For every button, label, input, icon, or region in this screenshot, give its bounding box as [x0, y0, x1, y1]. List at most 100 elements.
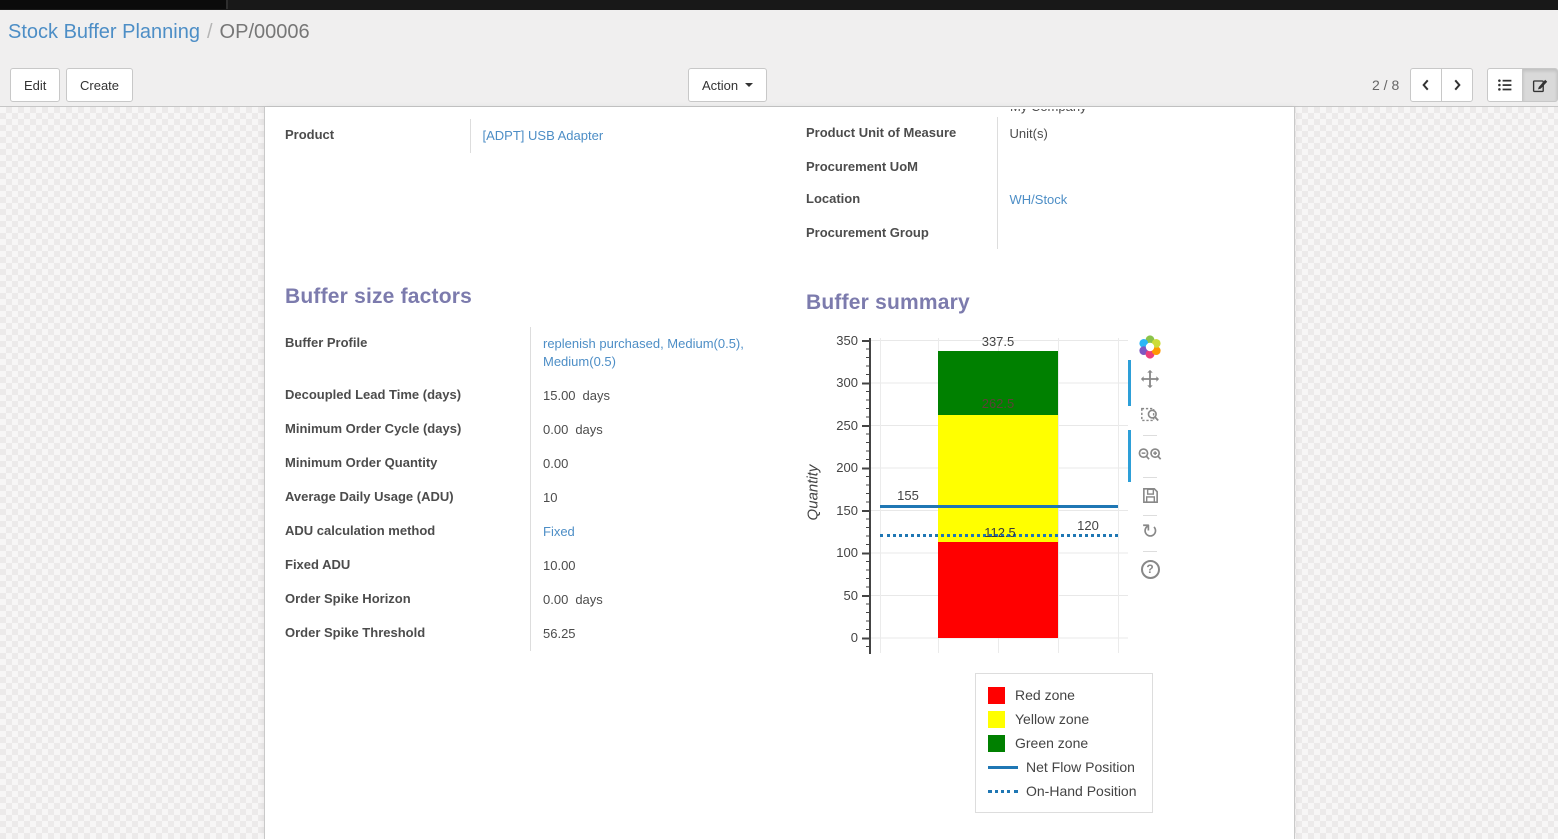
min-order-cycle-label: Minimum Order Cycle (days) — [285, 421, 462, 436]
annotation-yellow-top: 262.5 — [981, 396, 1015, 411]
min-order-qty-label: Minimum Order Quantity — [285, 455, 438, 470]
legend-item-on-hand[interactable]: On-Hand Position — [976, 779, 1152, 803]
field-row-order-spike-threshold: Order Spike Threshold 56.25 — [285, 617, 780, 651]
y-tick-100: 100 — [836, 545, 858, 560]
question-mark-icon — [1140, 559, 1160, 579]
location-value-link[interactable]: WH/Stock — [1009, 192, 1068, 207]
on-hand-position-line — [880, 534, 1118, 537]
box-zoom-icon[interactable] — [1136, 401, 1164, 429]
field-row-min-order-qty: Minimum Order Quantity 0.00 — [285, 447, 780, 481]
order-spike-horizon-suffix: days — [575, 592, 603, 607]
adu-method-label: ADU calculation method — [285, 523, 436, 538]
field-row-buffer-profile: Buffer Profile replenish purchased, Medi… — [285, 327, 780, 379]
adu-method-value-link[interactable]: Fixed — [543, 524, 575, 539]
product-uom-value: Unit(s) — [1009, 126, 1048, 141]
fixed-adu-value: 10.00 — [543, 558, 576, 573]
legend-label: Net Flow Position — [1026, 759, 1135, 775]
field-row-min-order-cycle: Minimum Order Cycle (days) 0.00 days — [285, 413, 780, 447]
legend-label: Green zone — [1015, 735, 1089, 751]
min-order-qty-value: 0.00 — [543, 456, 569, 471]
yellow-zone-bar — [938, 415, 1058, 542]
pager-next-button[interactable] — [1441, 68, 1473, 102]
y-axis-minor-ticks — [866, 340, 870, 654]
buffer-size-factors-title: Buffer size factors — [285, 285, 473, 308]
annotation-on-hand: 120 — [1077, 518, 1099, 533]
plotly-logo-icon[interactable] — [1136, 333, 1164, 361]
decoupled-lead-time-value: 15.00 — [543, 388, 576, 403]
help-icon[interactable] — [1136, 555, 1164, 583]
action-dropdown-button[interactable]: Action — [688, 68, 768, 102]
modebar-separator — [1143, 477, 1157, 478]
zoom-in-out-icon[interactable] — [1136, 441, 1164, 469]
chevron-right-icon — [1454, 79, 1461, 91]
chevron-down-icon — [745, 83, 754, 87]
red-swatch — [988, 686, 1005, 704]
legend-item-net-flow[interactable]: Net Flow Position — [976, 755, 1152, 779]
order-spike-threshold-value: 56.25 — [543, 626, 576, 641]
breadcrumb-parent-link[interactable]: Stock Buffer Planning — [8, 21, 200, 43]
breadcrumb: Stock Buffer Planning / OP/00006 — [8, 21, 310, 44]
create-button[interactable]: Create — [66, 68, 134, 102]
product-field-group: Product [ADPT] USB Adapter — [285, 119, 780, 153]
legend-item-yellow-zone[interactable]: Yellow zone — [976, 707, 1152, 731]
product-uom-label: Product Unit of Measure — [806, 125, 957, 140]
solid-line-swatch — [988, 765, 1018, 769]
legend-item-red-zone[interactable]: Red zone — [976, 683, 1152, 707]
legend-label: Yellow zone — [1015, 711, 1090, 727]
field-row-order-spike-horizon: Order Spike Horizon 0.00 days — [285, 583, 780, 617]
field-row-adu: Average Daily Usage (ADU) 10 — [285, 481, 780, 515]
breadcrumb-separator: / — [206, 21, 213, 43]
field-row-adu-method: ADU calculation method Fixed — [285, 515, 780, 549]
buffer-profile-label: Buffer Profile — [285, 335, 368, 350]
edit-button[interactable]: Edit — [10, 68, 61, 102]
pan-icon[interactable] — [1136, 365, 1164, 393]
breadcrumb-current: OP/00006 — [219, 21, 310, 43]
info-field-group: Product Unit of Measure Unit(s) Procurem… — [806, 117, 1278, 249]
annotation-red-top: 112.5 — [984, 525, 1016, 540]
fixed-adu-label: Fixed ADU — [285, 557, 351, 572]
annotation-green-top: 337.5 — [981, 334, 1015, 349]
adu-label: Average Daily Usage (ADU) — [285, 489, 454, 504]
buffer-summary-title: Buffer summary — [806, 291, 970, 314]
clipped-company-row: My Company — [806, 109, 1278, 117]
right-column: My Company Product Unit of Measure Unit(… — [805, 107, 1278, 831]
control-panel: Stock Buffer Planning / OP/00006 Edit Crea… — [0, 10, 1558, 107]
list-icon — [1498, 79, 1512, 91]
buffer-profile-value-link[interactable]: replenish purchased, Medium(0.5), Medium… — [543, 336, 744, 369]
product-label: Product — [285, 127, 335, 142]
reset-axes-icon[interactable] — [1136, 517, 1164, 545]
green-zone-bar — [938, 351, 1058, 415]
legend-label: On-Hand Position — [1026, 783, 1137, 799]
form-background: Product [ADPT] USB Adapter Buffer size f… — [0, 107, 1558, 839]
y-tick-200: 200 — [836, 460, 858, 475]
green-swatch — [988, 734, 1005, 752]
modebar-active-indicator — [1128, 360, 1131, 406]
procurement-uom-label: Procurement UoM — [806, 159, 918, 174]
legend-item-green-zone[interactable]: Green zone — [976, 731, 1152, 755]
buffer-factors-field-group: Buffer Profile replenish purchased, Medi… — [285, 327, 780, 651]
decoupled-lead-time-label: Decoupled Lead Time (days) — [285, 387, 462, 402]
pager-value: 2 / 8 — [1372, 77, 1400, 93]
dotted-line-swatch — [988, 789, 1018, 793]
pager-previous-button[interactable] — [1410, 68, 1442, 102]
form-view-button[interactable] — [1522, 68, 1558, 102]
field-row-procurement-group: Procurement Group — [806, 217, 1278, 249]
product-value-link[interactable]: [ADPT] USB Adapter — [482, 128, 604, 143]
red-zone-bar — [938, 542, 1058, 638]
net-flow-position-line — [880, 505, 1118, 508]
save-image-icon[interactable] — [1136, 481, 1164, 509]
y-tick-300: 300 — [836, 375, 858, 390]
buffer-summary-chart: Quantity 350 300 — [805, 331, 1278, 831]
pager-nav — [1410, 68, 1473, 102]
field-row-procurement-uom: Procurement UoM — [806, 151, 1278, 183]
field-row-decoupled-lead-time: Decoupled Lead Time (days) 15.00 days — [285, 379, 780, 413]
y-tick-150: 150 — [836, 503, 858, 518]
gridline — [1118, 338, 1119, 653]
annotation-net-flow: 155 — [897, 488, 919, 503]
list-view-button[interactable] — [1487, 68, 1523, 102]
chevron-left-icon — [1422, 79, 1429, 91]
field-row-product: Product [ADPT] USB Adapter — [285, 119, 780, 153]
order-spike-horizon-label: Order Spike Horizon — [285, 591, 411, 606]
decoupled-lead-time-suffix: days — [582, 388, 611, 403]
edit-form-icon — [1532, 79, 1548, 93]
